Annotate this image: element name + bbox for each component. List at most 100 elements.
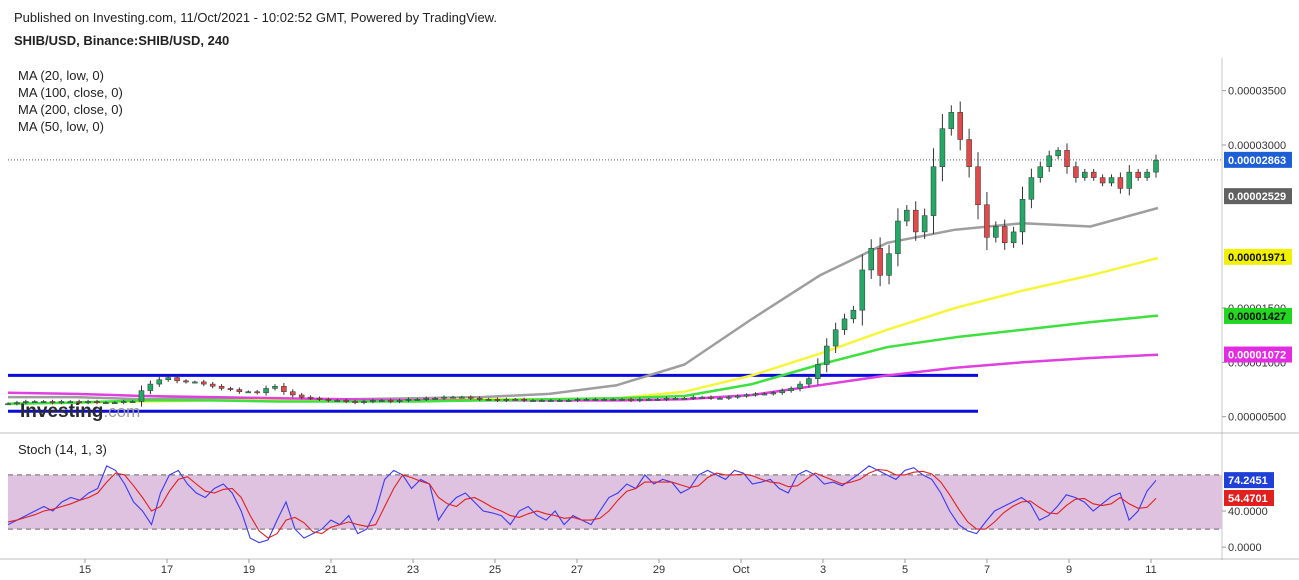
candle[interactable]: [877, 247, 883, 276]
ma-line-4[interactable]: [7, 314, 1159, 405]
candle[interactable]: [1073, 166, 1079, 178]
candle[interactable]: [156, 379, 163, 385]
candle[interactable]: [984, 204, 990, 238]
candle[interactable]: [850, 309, 857, 320]
candle[interactable]: [939, 128, 946, 167]
candle[interactable]: [245, 391, 252, 394]
stoch-legend[interactable]: Stoch (14, 1, 3): [18, 442, 107, 457]
legend-ma-50-low[interactable]: MA (50, low, 0): [18, 119, 104, 134]
candle[interactable]: [743, 394, 750, 397]
candle[interactable]: [1028, 177, 1035, 200]
candle[interactable]: [637, 399, 643, 401]
candle[interactable]: [1153, 159, 1159, 173]
candle[interactable]: [521, 399, 527, 401]
candle[interactable]: [815, 364, 821, 379]
candle[interactable]: [1010, 231, 1017, 244]
candle[interactable]: [218, 386, 225, 389]
candle[interactable]: [263, 388, 269, 394]
candle[interactable]: [138, 390, 145, 402]
candle[interactable]: [94, 401, 100, 403]
candle[interactable]: [298, 394, 305, 398]
candle[interactable]: [236, 389, 243, 392]
candle[interactable]: [370, 400, 376, 402]
candle[interactable]: [1046, 155, 1052, 167]
candle[interactable]: [307, 396, 314, 399]
candle[interactable]: [993, 226, 999, 238]
candle[interactable]: [405, 399, 412, 401]
candle[interactable]: [628, 399, 634, 401]
ma-line-2[interactable]: [7, 256, 1159, 405]
candle[interactable]: [752, 393, 759, 396]
candle[interactable]: [5, 403, 11, 406]
candle[interactable]: [14, 402, 20, 405]
candle[interactable]: [58, 401, 65, 403]
candle[interactable]: [1064, 150, 1070, 167]
candle[interactable]: [557, 400, 563, 402]
candle[interactable]: [912, 209, 919, 233]
candle[interactable]: [823, 345, 830, 365]
candle[interactable]: [396, 400, 403, 402]
candle[interactable]: [227, 388, 234, 390]
candle[interactable]: [699, 396, 705, 399]
candle[interactable]: [779, 390, 785, 394]
candle[interactable]: [40, 401, 47, 403]
candle[interactable]: [565, 400, 572, 402]
candle[interactable]: [1037, 166, 1044, 178]
candle[interactable]: [895, 220, 901, 254]
candle[interactable]: [806, 378, 812, 385]
candle[interactable]: [1001, 226, 1008, 244]
candle[interactable]: [120, 401, 127, 403]
candle[interactable]: [548, 400, 554, 402]
legend-ma-200-close[interactable]: MA (200, close, 0): [18, 102, 123, 117]
candle[interactable]: [441, 396, 447, 399]
candle[interactable]: [663, 397, 670, 400]
candle[interactable]: [352, 401, 358, 403]
candle[interactable]: [681, 397, 688, 400]
candle[interactable]: [290, 391, 296, 396]
candle[interactable]: [343, 400, 349, 402]
candle[interactable]: [1019, 199, 1026, 233]
candle[interactable]: [201, 381, 207, 385]
ma-line-3[interactable]: [7, 353, 1159, 402]
candle[interactable]: [930, 166, 937, 216]
legend-ma-100-close[interactable]: MA (100, close, 0): [18, 85, 123, 100]
candle[interactable]: [174, 377, 180, 382]
candle[interactable]: [1126, 171, 1133, 189]
candle[interactable]: [654, 399, 661, 401]
candle[interactable]: [957, 112, 963, 140]
candle[interactable]: [975, 166, 981, 205]
candle[interactable]: [85, 401, 91, 403]
candle[interactable]: [1090, 171, 1097, 178]
candle[interactable]: [103, 402, 109, 405]
candle[interactable]: [379, 400, 385, 402]
candle[interactable]: [31, 401, 38, 403]
candle[interactable]: [503, 399, 510, 401]
candle[interactable]: [539, 400, 545, 402]
candle[interactable]: [601, 399, 607, 401]
candle[interactable]: [841, 318, 848, 330]
candle[interactable]: [112, 402, 118, 405]
candle[interactable]: [1135, 171, 1141, 178]
candle[interactable]: [1055, 150, 1061, 157]
candle[interactable]: [147, 383, 154, 391]
legend-ma-20-low[interactable]: MA (20, low, 0): [18, 68, 104, 83]
candle[interactable]: [476, 397, 483, 400]
candle[interactable]: [592, 399, 599, 401]
candle[interactable]: [49, 401, 56, 403]
candle[interactable]: [254, 391, 260, 394]
candle[interactable]: [583, 399, 590, 401]
candle[interactable]: [530, 400, 536, 402]
candle[interactable]: [734, 395, 741, 398]
candle[interactable]: [129, 401, 136, 403]
candle[interactable]: [672, 397, 679, 400]
candle[interactable]: [886, 253, 892, 276]
candle[interactable]: [485, 399, 492, 401]
candle[interactable]: [414, 399, 421, 401]
candle[interactable]: [868, 247, 874, 271]
candle[interactable]: [1099, 177, 1106, 184]
candle[interactable]: [645, 399, 652, 401]
candle[interactable]: [921, 215, 928, 233]
stoch-d-line[interactable]: [7, 468, 1157, 539]
candle[interactable]: [832, 329, 839, 347]
